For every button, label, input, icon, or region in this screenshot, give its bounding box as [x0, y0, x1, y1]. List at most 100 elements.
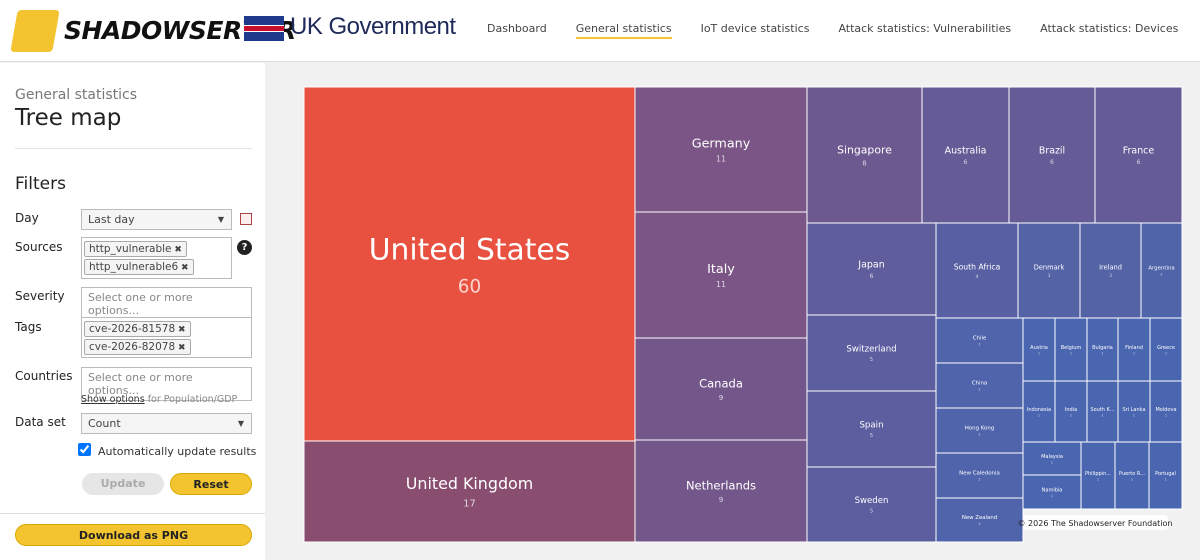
nav: Dashboard General statistics IoT device st… — [487, 22, 1200, 39]
cell-text: Canada 9 — [699, 376, 743, 402]
cell-value: 1 — [1051, 494, 1053, 498]
divider — [0, 513, 265, 514]
cell-label: United States — [369, 233, 570, 268]
nav-link[interactable]: IoT device statistics — [700, 22, 810, 35]
treemap-cell — [1022, 474, 1082, 510]
help-icon[interactable]: ? — [237, 240, 252, 255]
day-select[interactable]: Last day ▼ — [81, 209, 232, 230]
cell-label: Bulgaria — [1092, 345, 1113, 351]
cell-label: Finland — [1125, 345, 1143, 351]
nav-link[interactable]: Attack statistics: Devices — [1040, 22, 1179, 35]
treemap-cell — [1017, 222, 1081, 319]
source-tag[interactable]: http_vulnerable — [84, 241, 187, 257]
nav-link[interactable]: Attack statistics: Vulnerabilities — [838, 22, 1012, 35]
nav-link[interactable]: General statistics — [575, 22, 672, 39]
cell-label: Sri Lanka — [1122, 407, 1145, 413]
countries-label: Countries — [15, 369, 73, 383]
cell-label: South K... — [1090, 407, 1115, 413]
copyright-bg — [1023, 515, 1168, 530]
cell-value: 1 — [1097, 477, 1099, 481]
treemap-cell — [806, 314, 937, 392]
severity-input[interactable]: Select one or more options... — [81, 287, 252, 321]
cve-tag[interactable]: cve-2026-82078 — [84, 339, 191, 355]
cell-text: Puerto R...1 — [1119, 471, 1145, 482]
cell-label: Belgium — [1061, 345, 1082, 351]
treemap-cell — [1117, 380, 1151, 443]
treemap-cell — [1148, 441, 1183, 510]
nav-link[interactable]: Dashboard — [487, 22, 547, 35]
treemap-cell — [921, 86, 1010, 224]
auto-update-checkbox[interactable] — [78, 443, 91, 456]
cell-label: South Africa — [954, 262, 1001, 271]
treemap-cell — [1080, 441, 1116, 510]
cell-text: Brazil 6 — [1039, 146, 1065, 166]
cell-label: United Kingdom — [406, 474, 533, 493]
cell-text: Sweden 5 — [855, 496, 889, 514]
flag — [244, 16, 284, 41]
update-button[interactable]: Update — [82, 473, 164, 495]
cell-value: 2 — [978, 522, 980, 526]
dataset-select[interactable]: Count ▼ — [81, 413, 252, 434]
countries-input[interactable]: Select one or more options... — [81, 367, 252, 401]
copyright: © 2026 The Shadowserver Foundation — [1018, 515, 1173, 530]
copyright-text: © 2026 The Shadowserver Foundation — [1018, 519, 1173, 528]
cell-label: Denmark — [1034, 263, 1065, 271]
cell-label: Malaysia — [1041, 454, 1063, 460]
tags-label: Tags — [15, 320, 42, 334]
cell-value: 2 — [1160, 273, 1162, 277]
cell-label: Philippin... — [1085, 471, 1111, 477]
cell-label: Austria — [1030, 345, 1048, 351]
treemap-cell — [634, 337, 808, 441]
divider — [15, 148, 252, 149]
download-button[interactable]: Download as PNG — [15, 524, 252, 546]
treemap-cell — [806, 86, 923, 224]
treemap-cell — [303, 440, 636, 543]
cell-value: 1 — [1133, 351, 1135, 355]
cell-label: Spain — [859, 421, 883, 431]
cell-text: Italy 11 — [707, 262, 735, 289]
cell-label: India — [1065, 407, 1077, 413]
cell-value: 5 — [870, 509, 873, 515]
sidebar: General statistics Tree map Filters Day … — [0, 63, 265, 560]
cell-label: Portugal — [1155, 471, 1176, 477]
reset-button[interactable]: Reset — [170, 473, 252, 495]
cell-label: China — [972, 381, 988, 387]
cell-value: 9 — [719, 495, 724, 504]
treemap-cell — [1149, 317, 1183, 382]
cell-text: Japan 6 — [857, 260, 884, 280]
cell-value: 8 — [862, 159, 866, 167]
calendar-icon[interactable] — [240, 213, 252, 225]
cell-text: Philippin...1 — [1085, 471, 1111, 482]
cell-value: 1 — [1070, 351, 1072, 355]
cell-value: 1 — [1165, 351, 1167, 355]
partner: UK Government — [290, 13, 456, 40]
dataset-value: Count — [88, 417, 121, 430]
cell-label: Namibia — [1042, 487, 1063, 493]
cell-label: Australia — [945, 146, 987, 157]
treemap-cell — [1022, 380, 1056, 443]
source-tag[interactable]: http_vulnerable6 — [84, 259, 194, 275]
cell-label: Indonesia — [1027, 407, 1051, 413]
cve-tag[interactable]: cve-2026-81578 — [84, 321, 191, 337]
cell-value: 1 — [1102, 351, 1104, 355]
cell-value: 9 — [719, 393, 724, 402]
cell-label: Switzerland — [846, 345, 896, 355]
treemap-cell — [1079, 222, 1142, 319]
tags-input[interactable]: cve-2026-81578 cve-2026-82078 — [81, 317, 252, 358]
day-label: Day — [15, 211, 39, 225]
note: for Population/GDP — [147, 394, 238, 405]
cell-text: Spain 5 — [859, 421, 883, 439]
cell-text: South K...1 — [1090, 407, 1115, 418]
treemap-cell — [634, 439, 808, 543]
treemap-cell — [634, 86, 808, 213]
show-options-link[interactable]: Show options — [81, 394, 145, 405]
cell-label: Ireland — [1099, 264, 1122, 272]
sources-input[interactable]: http_vulnerable http_vulnerable6 — [81, 237, 232, 279]
